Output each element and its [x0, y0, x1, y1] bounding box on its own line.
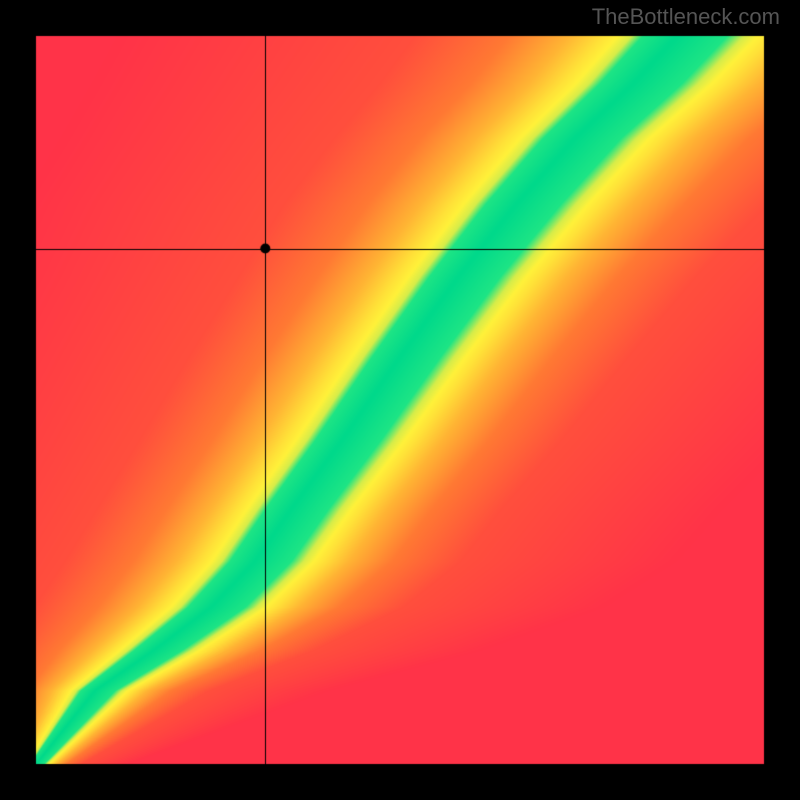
bottleneck-heatmap: [0, 0, 800, 800]
watermark-text: TheBottleneck.com: [592, 4, 780, 30]
chart-container: TheBottleneck.com: [0, 0, 800, 800]
